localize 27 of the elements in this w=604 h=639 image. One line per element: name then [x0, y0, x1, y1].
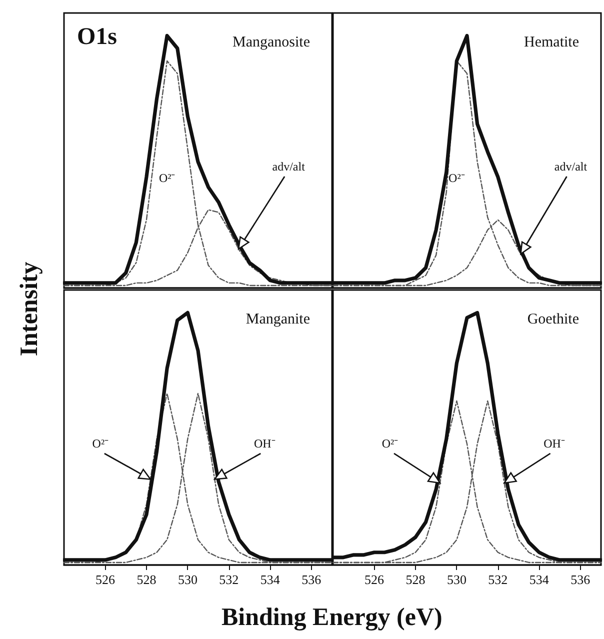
- chart-title: Hematite: [524, 34, 580, 50]
- annotation: OH⁻: [544, 436, 565, 450]
- x-tick-label: 534: [529, 572, 550, 587]
- x-tick-label: 526: [95, 572, 116, 587]
- annotation: O²⁻: [92, 436, 109, 450]
- x-tick-label: 526: [364, 572, 384, 587]
- chart-title: Goethite: [527, 312, 580, 328]
- annotation: O1s: [77, 24, 118, 50]
- annotation: O²⁻: [158, 171, 176, 186]
- chart-title: Manganosite: [232, 34, 310, 50]
- x-tick-label: 534: [260, 572, 280, 587]
- annotation: O²⁻: [382, 436, 398, 450]
- chart-title: Manganite: [246, 312, 310, 328]
- x-tick-label: 530: [178, 572, 198, 587]
- x-tick-label: 530: [446, 572, 466, 587]
- x-tick-label: 528: [406, 572, 426, 587]
- annotation: adv/alt: [272, 159, 306, 174]
- x-axis-title: Binding Energy (eV): [222, 604, 442, 632]
- x-tick-label: 528: [136, 572, 156, 587]
- annotation: O²⁻: [448, 171, 465, 186]
- annotation: OH⁻: [254, 436, 276, 450]
- y-axis-title: Intensity: [16, 262, 44, 356]
- x-tick-label: 536: [570, 572, 591, 587]
- annotation: adv/alt: [554, 159, 588, 174]
- x-tick-label: 532: [488, 572, 508, 587]
- x-tick-label: 536: [302, 572, 322, 587]
- x-tick-label: 532: [219, 572, 239, 587]
